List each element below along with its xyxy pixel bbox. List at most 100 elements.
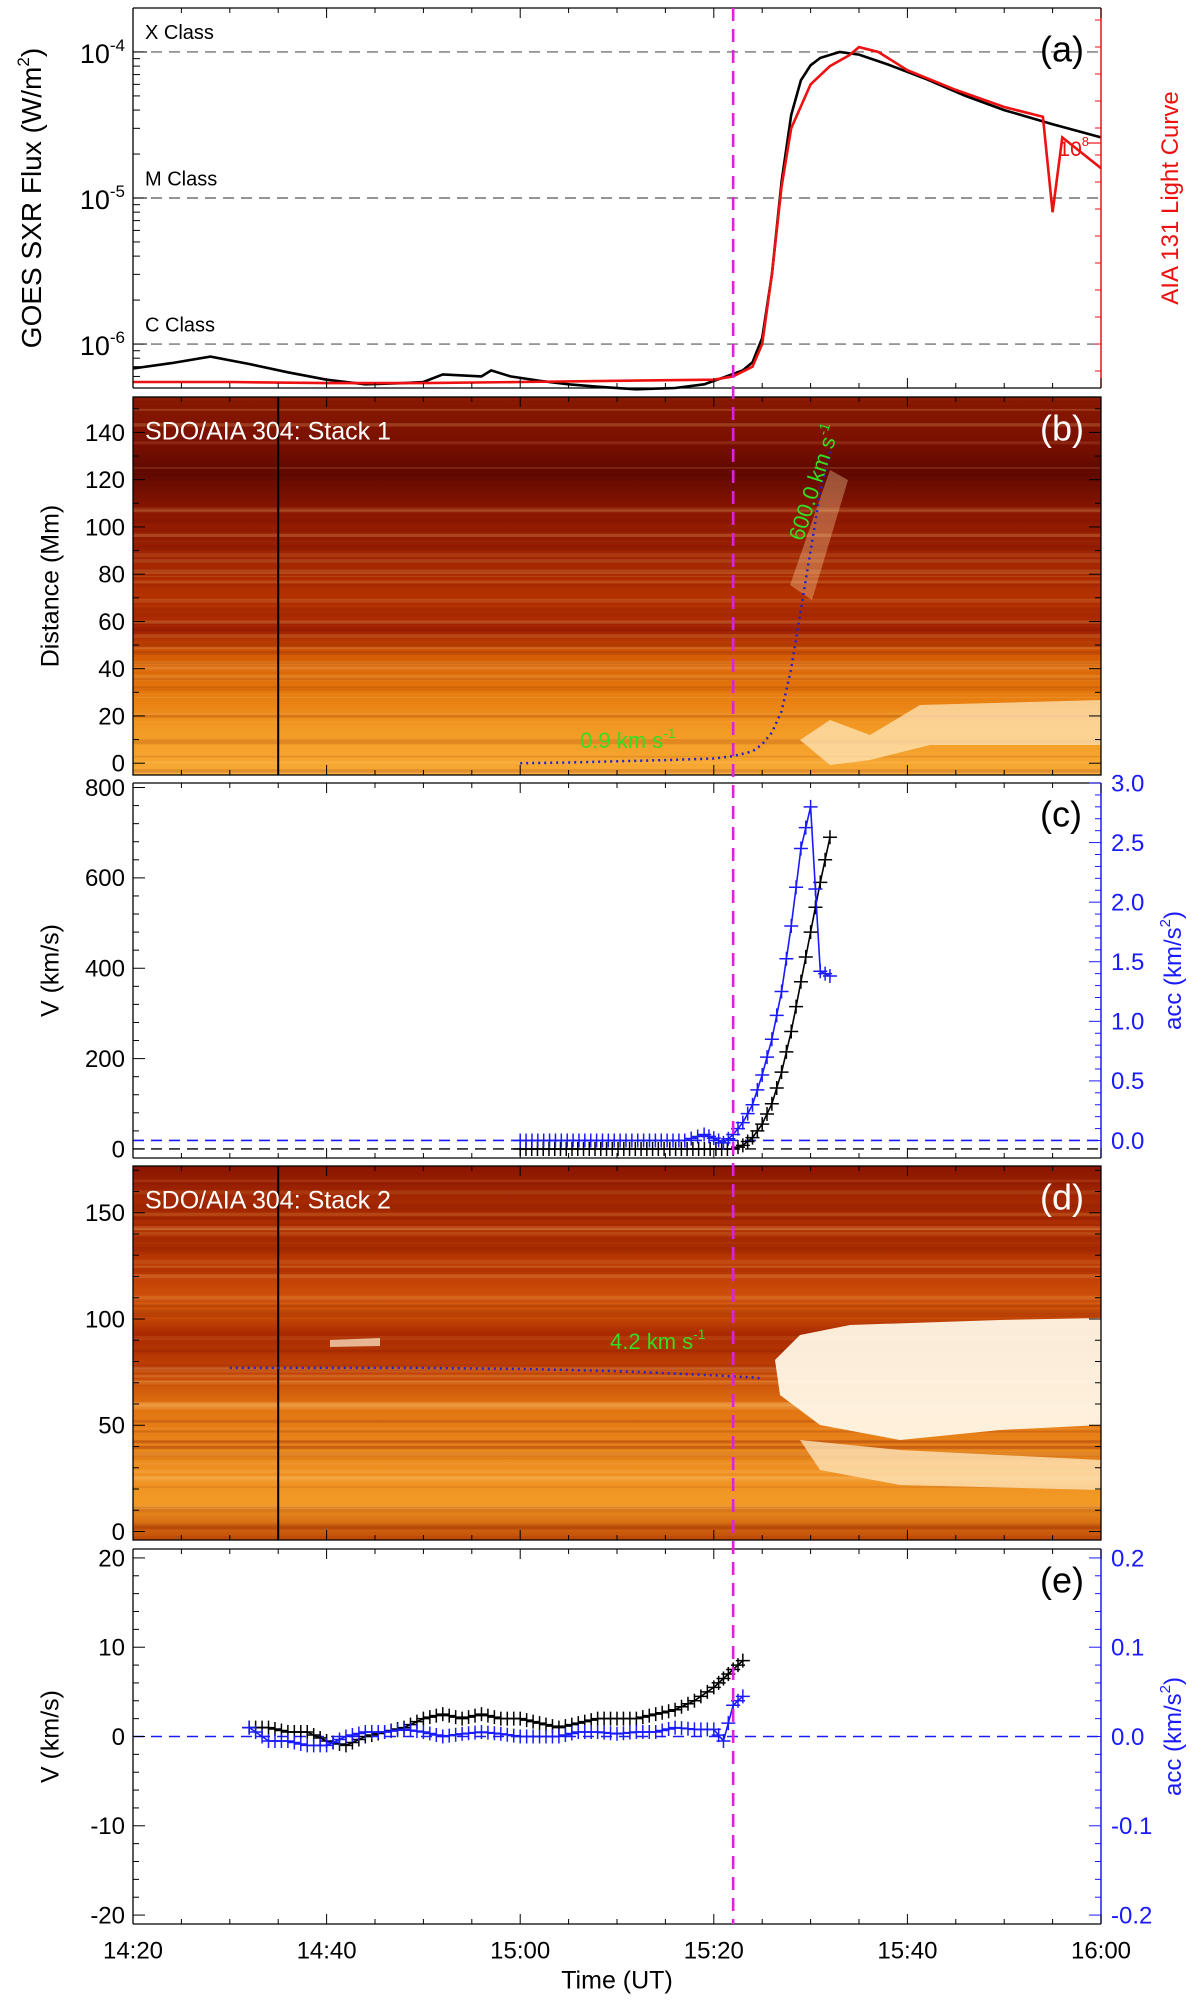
panel-title: SDO/AIA 304: Stack 2 xyxy=(145,1187,391,1215)
heatmap-streak xyxy=(133,1402,1101,1407)
acceleration-point xyxy=(740,1106,755,1121)
heatmap-image xyxy=(133,1166,1101,1540)
y-tick-label: 140 xyxy=(85,420,125,447)
heatmap-streak xyxy=(133,1427,1101,1430)
heatmap-streak xyxy=(133,1445,1101,1449)
acceleration-point xyxy=(422,1726,437,1741)
heatmap-streak xyxy=(133,1212,1101,1216)
acceleration-point xyxy=(435,1729,450,1744)
y2-tick-label: -0.2 xyxy=(1111,1902,1152,1929)
y2-tick-label: 0.5 xyxy=(1111,1068,1144,1095)
y2-tick-label: 0.0 xyxy=(1111,1724,1144,1751)
y-tick-label: 100 xyxy=(85,514,125,541)
velocity-point xyxy=(468,1708,483,1723)
acceleration-point xyxy=(774,984,789,999)
velocity-point xyxy=(461,1710,476,1725)
velocity-point xyxy=(774,1065,789,1080)
y2-axis-label: acc (km/s2) xyxy=(1157,1677,1187,1796)
y2-tick-label: 0.0 xyxy=(1111,1128,1144,1155)
y-tick-label: 10-5 xyxy=(80,182,125,215)
y-tick-label: 0 xyxy=(112,751,125,778)
panel-a: C Class M Class X Class 10-6 10-5 10-4 108 AIA … xyxy=(14,7,1184,391)
acceleration-point xyxy=(822,969,837,984)
heatmap-streak xyxy=(133,1451,1101,1454)
heatmap-streak xyxy=(133,1374,1101,1378)
heatmap-streak xyxy=(133,1506,1101,1509)
y-tick-label: 20 xyxy=(98,703,125,730)
heatmap-streak xyxy=(133,1369,1101,1371)
velocity-point xyxy=(267,1722,282,1737)
heatmap-streak xyxy=(133,480,1101,485)
bright-feature xyxy=(775,1318,1101,1440)
heatmap-streak xyxy=(133,1259,1101,1265)
heatmap-streak xyxy=(133,646,1101,650)
acceleration-point xyxy=(351,1726,366,1741)
acceleration-point xyxy=(661,1722,676,1737)
heatmap-streak xyxy=(133,580,1101,584)
heatmap-streak xyxy=(133,558,1101,562)
heatmap-streak xyxy=(133,713,1101,716)
heatmap-streak xyxy=(133,1243,1101,1248)
acceleration-point xyxy=(564,1726,579,1741)
panel-label-d: (d) xyxy=(1040,1177,1084,1218)
heatmap-streak xyxy=(133,1267,1101,1272)
acceleration-point xyxy=(735,1115,750,1130)
y-tick-label: 200 xyxy=(85,1046,125,1073)
acceleration-point xyxy=(345,1728,360,1743)
heatmap-streak xyxy=(133,560,1101,563)
heatmap-streak xyxy=(133,1481,1101,1483)
acceleration-point xyxy=(755,1067,770,1082)
acceleration-point xyxy=(326,1735,341,1750)
velocity-point xyxy=(735,1653,750,1668)
acceleration-point xyxy=(397,1722,412,1737)
acceleration-point xyxy=(338,1729,353,1744)
acceleration-point xyxy=(403,1723,418,1738)
heatmap-streak xyxy=(133,557,1101,562)
heatmap-streak xyxy=(133,1476,1101,1479)
acceleration-point xyxy=(793,841,808,856)
heatmap-streak xyxy=(133,666,1101,670)
x-tick-label: 16:00 xyxy=(1071,1937,1131,1964)
heatmap-streak xyxy=(133,1462,1101,1465)
heatmap-streak xyxy=(133,1380,1101,1385)
heatmap-streak xyxy=(133,471,1101,473)
velocity-annotation: 4.2 km s-1 xyxy=(610,1326,706,1354)
heatmap-streak xyxy=(133,1249,1101,1255)
heatmap-streak xyxy=(133,621,1101,625)
heatmap-streak xyxy=(133,1182,1101,1185)
velocity-point xyxy=(818,852,833,867)
y2-tick-label: 2.0 xyxy=(1111,890,1144,917)
panel-d: 0 50 100 150 SDO/AIA 304: Stack 2 (d) 4.2 km s… xyxy=(85,1165,1102,1546)
velocity-point xyxy=(764,1096,779,1111)
x-tick-label: 15:20 xyxy=(684,1937,744,1964)
velocity-annotation: 0.9 km s-1 xyxy=(580,725,676,753)
y-tick-label: 800 xyxy=(85,775,125,802)
heatmap-streak xyxy=(133,1404,1101,1408)
heatmap-streak xyxy=(133,1303,1101,1307)
heatmap-streak xyxy=(133,1402,1101,1407)
heatmap-streak xyxy=(133,1203,1101,1206)
acceleration-point xyxy=(735,1689,750,1704)
velocity-point xyxy=(655,1705,670,1720)
bright-feature xyxy=(330,1338,380,1347)
heatmap-streak xyxy=(133,610,1101,612)
panel-label-c: (c) xyxy=(1040,794,1082,835)
heatmap-streak xyxy=(133,1446,1101,1450)
heatmap-streak xyxy=(133,413,1101,417)
heatmap-streak xyxy=(133,1270,1101,1275)
heatmap-streak xyxy=(133,518,1101,523)
heatmap-streak xyxy=(133,1453,1101,1458)
velocity-point xyxy=(513,1711,528,1726)
heatmap-streak xyxy=(133,1224,1101,1226)
y-tick-label: 50 xyxy=(98,1413,125,1440)
heatmap-streak xyxy=(133,450,1101,454)
y-tick-label: 20 xyxy=(98,1545,125,1572)
velocity-point xyxy=(487,1710,502,1725)
acceleration-point xyxy=(798,820,813,835)
aia131-light-curve xyxy=(133,45,1102,385)
heatmap-streak xyxy=(133,674,1101,679)
panel-label-a: (a) xyxy=(1040,29,1084,70)
y-axis-label: Distance (Mm) xyxy=(37,505,65,668)
y-tick-label: 40 xyxy=(98,656,125,683)
y2-tick-label: 1.5 xyxy=(1111,949,1144,976)
